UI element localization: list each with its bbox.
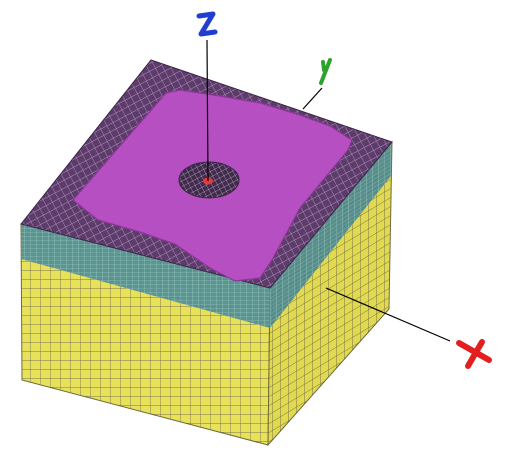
x-axis-glyph: [456, 339, 492, 369]
layer-band-right: [270, 142, 392, 328]
x-axis-line: [325, 287, 451, 342]
y-axis-line: [302, 87, 323, 110]
layer-band-front: [21, 224, 270, 328]
y-axis-glyph: [319, 58, 332, 85]
z-axis-glyph: [196, 11, 218, 37]
z-axis-line: [206, 39, 209, 182]
